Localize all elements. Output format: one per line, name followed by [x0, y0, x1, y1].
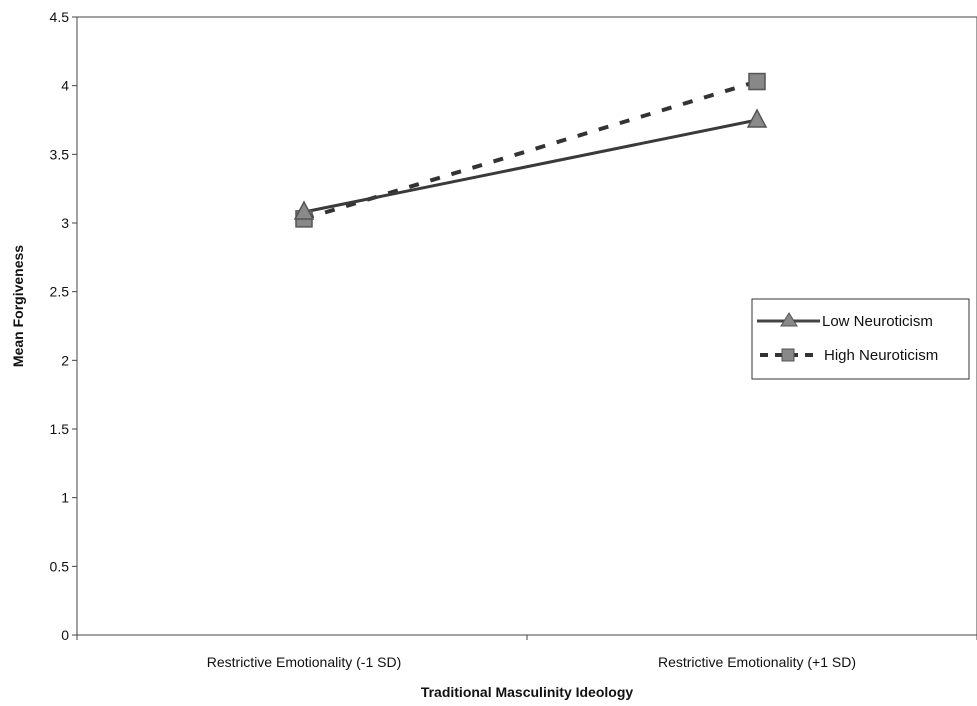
data-point-low-neuroticism	[293, 200, 315, 220]
x-tick-label: Restrictive Emotionality (+1 SD)	[658, 654, 856, 670]
x-axis-title: Traditional Masculinity Ideology	[421, 684, 634, 700]
legend-marker-low-neuroticism	[780, 312, 798, 327]
y-tick-label: 3.5	[50, 146, 70, 162]
y-tick-label: 0.5	[50, 558, 70, 574]
legend-box	[751, 298, 970, 380]
series-line-low-neuroticism	[303, 118, 758, 214]
y-tick-label: 3	[61, 215, 69, 231]
y-tick-label: 2.5	[50, 284, 70, 300]
y-tick-label: 4.5	[50, 9, 70, 25]
data-point-high-neuroticism	[748, 72, 766, 91]
y-axis-title: Mean Forgiveness	[10, 245, 26, 367]
series-layer	[293, 72, 768, 228]
y-tick-label: 1.5	[50, 421, 70, 437]
y-axis: 0 0.5 1 1.5 2 2.5 3 3.5 4 4.5	[50, 9, 77, 643]
y-tick-label: 4	[61, 78, 69, 94]
y-tick-label: 2	[61, 352, 69, 368]
legend-label-high-neuroticism: High Neuroticism	[824, 347, 938, 364]
data-point-low-neuroticism	[746, 108, 768, 128]
y-tick-label: 0	[61, 627, 69, 643]
legend-marker-high-neuroticism	[781, 348, 795, 362]
legend-label-low-neuroticism: Low Neuroticism	[822, 313, 933, 330]
legend: Low Neuroticism High Neuroticism	[751, 298, 970, 380]
x-axis: Restrictive Emotionality (-1 SD) Restrict…	[76, 635, 977, 670]
x-tick-label: Restrictive Emotionality (-1 SD)	[207, 654, 402, 670]
y-tick-label: 1	[61, 490, 69, 506]
